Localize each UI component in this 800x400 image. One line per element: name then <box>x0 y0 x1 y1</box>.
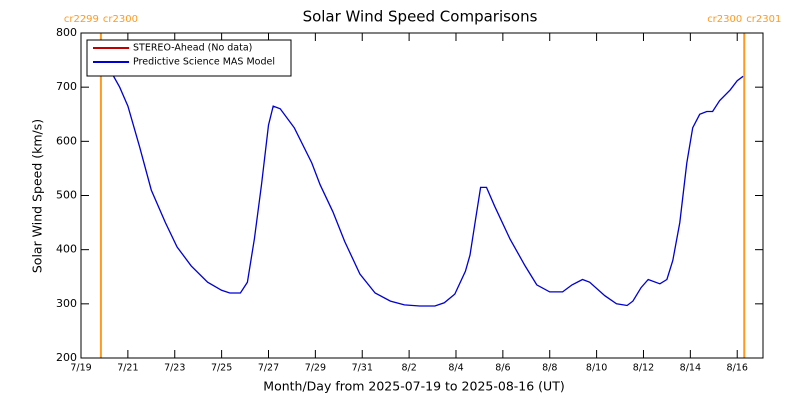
y-tick-label: 700 <box>56 80 77 93</box>
x-tick-label: 7/29 <box>305 363 326 374</box>
y-tick-label: 600 <box>56 134 77 147</box>
rotation-label: cr2300 <box>103 14 138 25</box>
x-tick-label: 8/2 <box>401 363 416 374</box>
x-tick-label: 7/21 <box>117 363 138 374</box>
y-tick-label: 300 <box>56 297 77 310</box>
x-axis-title: Month/Day from 2025-07-19 to 2025-08-16 … <box>263 379 564 394</box>
chart-title: Solar Wind Speed Comparisons <box>303 8 538 26</box>
x-tick-label: 8/16 <box>727 363 748 374</box>
x-tick-label: 8/10 <box>586 363 607 374</box>
rotation-label: cr2299 <box>64 14 99 25</box>
plot-frame <box>80 32 764 359</box>
x-tick-label: 8/14 <box>680 363 701 374</box>
y-tick-label: 200 <box>56 351 77 364</box>
rotation-label: cr2300 <box>707 14 742 25</box>
x-tick-label: 7/25 <box>211 363 232 374</box>
y-tick-label: 400 <box>56 243 77 256</box>
legend-label: Predictive Science MAS Model <box>133 57 275 68</box>
rotation-label: cr2301 <box>746 14 781 25</box>
y-axis-title: Solar Wind Speed (km/s) <box>30 119 45 273</box>
series-line <box>99 70 744 307</box>
x-tick-label: 7/27 <box>258 363 279 374</box>
y-tick-label: 500 <box>56 189 77 202</box>
x-tick-label: 8/6 <box>495 363 510 374</box>
legend-box <box>86 39 292 77</box>
x-tick-label: 7/19 <box>70 363 91 374</box>
legend-label: STEREO-Ahead (No data) <box>133 43 252 54</box>
x-tick-label: 8/12 <box>633 363 654 374</box>
x-tick-label: 8/8 <box>542 363 557 374</box>
x-tick-label: 7/23 <box>164 363 185 374</box>
y-tick-label: 800 <box>56 26 77 39</box>
x-tick-label: 8/4 <box>448 363 463 374</box>
x-tick-label: 7/31 <box>352 363 373 374</box>
